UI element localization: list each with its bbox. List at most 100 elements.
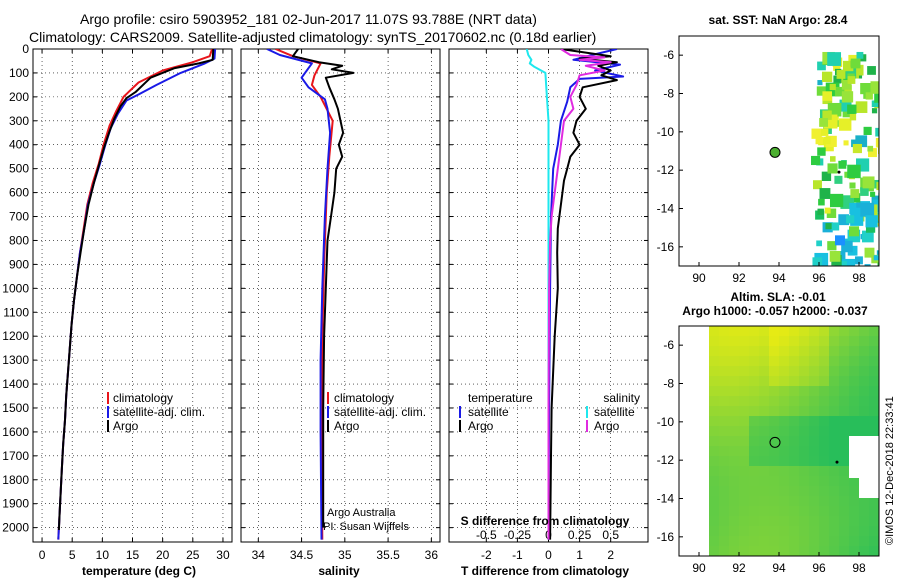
sst-cell [872, 179, 879, 189]
sla-cell [759, 416, 769, 426]
sla-cell [859, 376, 869, 386]
sla-cell [799, 426, 809, 436]
sla-cell [839, 376, 849, 386]
sla-cell [809, 506, 819, 516]
sla-cell [869, 336, 879, 346]
sla-cell [759, 526, 769, 536]
sla-map-subtitle: Argo h1000: -0.057 h2000: -0.037 [682, 304, 868, 318]
sla-cell [819, 396, 829, 406]
sla-cell [789, 546, 799, 556]
sla-map-ticks: 90 92 94 96 98 -6 -8 -10 -12 -14 -16 [657, 338, 866, 575]
sla-cell [869, 346, 879, 356]
sla-cell [869, 536, 879, 546]
sla-cell [739, 546, 749, 556]
sla-cell [819, 386, 829, 396]
depth-tick-label: 0 [22, 42, 29, 56]
sst-cell [838, 214, 850, 226]
salinity-grid [241, 48, 440, 542]
sla-cell [779, 396, 789, 406]
x-tick-label: 0 [545, 548, 552, 562]
sla-cell [769, 386, 779, 396]
sla-cell [779, 506, 789, 516]
sla-cell [749, 416, 759, 426]
sla-cell [739, 426, 749, 436]
sla-cell [739, 366, 749, 376]
sst-cell [874, 90, 879, 103]
sst-cell [817, 147, 826, 156]
sla-cell [779, 436, 789, 446]
sla-cell [829, 406, 839, 416]
sla-cell [729, 526, 739, 536]
sla-cell [739, 476, 749, 486]
sla-cell [759, 536, 769, 546]
depth-tick-label: 1200 [2, 329, 29, 343]
sla-cell [839, 546, 849, 556]
map-y-tick-label: -10 [657, 125, 675, 139]
sla-cell [869, 416, 879, 426]
sla-cell [849, 376, 859, 386]
x-tick-label: 2 [607, 548, 614, 562]
sla-cell [709, 476, 719, 486]
sla-cell [809, 446, 819, 456]
sst-cell [870, 81, 879, 94]
sla-cell [759, 386, 769, 396]
sla-cell [729, 386, 739, 396]
sla-cell [749, 376, 759, 386]
sla-cell [789, 506, 799, 516]
x-tick-label: 34 [252, 548, 266, 562]
sla-cell [719, 366, 729, 376]
sst-cell [816, 240, 822, 247]
sla-cell [799, 346, 809, 356]
sla-cell [709, 456, 719, 466]
sla-cell [849, 416, 859, 426]
sla-cell [749, 476, 759, 486]
x-tick-label: 30 [216, 548, 230, 562]
track-dot [835, 460, 839, 464]
sla-cell [729, 516, 739, 526]
sla-cell [759, 496, 769, 506]
legend-satellite: satellite-adj. clim. [334, 405, 426, 419]
sla-cell [819, 416, 829, 426]
sst-map-title: sat. SST: NaN Argo: 28.4 [709, 13, 848, 27]
sla-cell [859, 426, 869, 436]
sla-cell [799, 546, 809, 556]
sla-cell [709, 416, 719, 426]
sst-cell [839, 118, 852, 131]
sla-cell [729, 536, 739, 546]
sla-cell [759, 336, 769, 346]
sla-cell [819, 476, 829, 486]
depth-tick-label: 2000 [2, 521, 29, 535]
sla-cell [779, 356, 789, 366]
sla-cell [849, 546, 859, 556]
sla-cell [729, 456, 739, 466]
sla-cell [779, 496, 789, 506]
sla-cell [779, 416, 789, 426]
sla-cell [769, 466, 779, 476]
sla-cell [709, 486, 719, 496]
series-line [291, 49, 355, 528]
sst-cell [876, 182, 879, 191]
sla-cell [719, 376, 729, 386]
sla-cell [799, 406, 809, 416]
sla-cell [799, 476, 809, 486]
sla-cell [809, 466, 819, 476]
sla-cell [859, 396, 869, 406]
s-difference-x-label: S difference from climatology [461, 514, 630, 528]
map-x-tick-label: 92 [732, 271, 746, 285]
sla-cell [849, 366, 859, 376]
sla-cell [799, 336, 809, 346]
sla-cell [769, 436, 779, 446]
sla-cell [839, 356, 849, 366]
sla-cell [709, 446, 719, 456]
sst-cell [849, 113, 857, 121]
sla-cell [729, 346, 739, 356]
sla-cell [729, 376, 739, 386]
sla-cell [719, 406, 729, 416]
sla-cell [709, 496, 719, 506]
sla-cell [759, 346, 769, 356]
sla-cell [869, 386, 879, 396]
sla-cell [739, 416, 749, 426]
sla-cell [719, 326, 729, 336]
argo-position-marker [769, 436, 781, 448]
sst-cell [862, 230, 874, 243]
